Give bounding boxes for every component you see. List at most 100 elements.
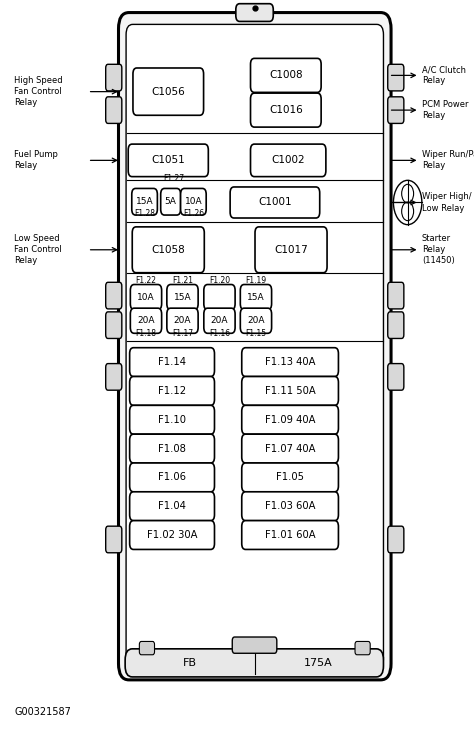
FancyBboxPatch shape (242, 405, 338, 435)
Text: A/C Clutch
Relay: A/C Clutch Relay (422, 65, 466, 86)
Text: C1056: C1056 (151, 86, 185, 97)
Text: Starter
Relay
(11450): Starter Relay (11450) (422, 234, 455, 265)
Text: F1.12: F1.12 (158, 386, 186, 396)
Text: F1.14: F1.14 (158, 357, 186, 367)
FancyBboxPatch shape (128, 144, 209, 177)
FancyBboxPatch shape (242, 377, 338, 405)
FancyBboxPatch shape (388, 312, 404, 338)
Text: 5A: 5A (164, 197, 177, 206)
Text: F1.16: F1.16 (209, 329, 230, 338)
FancyBboxPatch shape (242, 463, 338, 492)
FancyBboxPatch shape (132, 188, 157, 215)
FancyBboxPatch shape (118, 13, 391, 680)
Text: F1.05: F1.05 (276, 472, 304, 483)
FancyBboxPatch shape (240, 285, 272, 310)
FancyBboxPatch shape (133, 68, 203, 115)
Text: C1058: C1058 (151, 245, 185, 255)
FancyBboxPatch shape (106, 526, 122, 553)
FancyBboxPatch shape (388, 282, 404, 309)
Text: F1.11 50A: F1.11 50A (264, 386, 316, 396)
Text: 20A: 20A (137, 316, 155, 325)
FancyBboxPatch shape (230, 187, 319, 218)
FancyBboxPatch shape (106, 282, 122, 309)
FancyBboxPatch shape (232, 637, 277, 653)
Text: F1.18: F1.18 (136, 329, 156, 338)
FancyBboxPatch shape (106, 97, 122, 123)
FancyBboxPatch shape (242, 520, 338, 549)
Text: F1.10: F1.10 (158, 415, 186, 425)
Text: F1.04: F1.04 (158, 501, 186, 511)
Text: 20A: 20A (211, 316, 228, 325)
FancyBboxPatch shape (129, 435, 214, 463)
Text: C1051: C1051 (151, 155, 185, 166)
FancyBboxPatch shape (106, 312, 122, 338)
FancyBboxPatch shape (161, 188, 181, 215)
FancyBboxPatch shape (129, 492, 214, 520)
Text: 20A: 20A (247, 316, 264, 325)
FancyBboxPatch shape (204, 308, 235, 333)
Text: F1.21: F1.21 (172, 276, 193, 285)
FancyBboxPatch shape (129, 377, 214, 405)
Text: C1001: C1001 (258, 197, 292, 208)
FancyBboxPatch shape (388, 97, 404, 123)
FancyBboxPatch shape (250, 93, 321, 127)
FancyBboxPatch shape (126, 24, 383, 668)
Text: C1016: C1016 (269, 105, 303, 115)
Text: 20A: 20A (174, 316, 191, 325)
FancyBboxPatch shape (250, 58, 321, 92)
FancyBboxPatch shape (388, 364, 404, 390)
FancyBboxPatch shape (181, 188, 206, 215)
FancyBboxPatch shape (242, 435, 338, 463)
Text: F1.06: F1.06 (158, 472, 186, 483)
FancyBboxPatch shape (125, 649, 383, 677)
Text: F1.17: F1.17 (172, 329, 193, 338)
Text: F1.22: F1.22 (136, 276, 156, 285)
Text: F1.01 60A: F1.01 60A (265, 530, 315, 540)
Text: 175A: 175A (304, 658, 333, 668)
Text: 10A: 10A (137, 293, 155, 302)
Text: PCM Power
Relay: PCM Power Relay (422, 100, 468, 120)
FancyBboxPatch shape (167, 285, 198, 310)
FancyBboxPatch shape (132, 227, 204, 273)
FancyBboxPatch shape (129, 520, 214, 549)
Text: F1.09 40A: F1.09 40A (265, 415, 315, 425)
Text: F1.26: F1.26 (183, 209, 204, 218)
FancyBboxPatch shape (355, 641, 370, 655)
Text: Wiper Run/Park
Relay: Wiper Run/Park Relay (422, 150, 474, 171)
Text: G00321587: G00321587 (14, 706, 71, 717)
FancyBboxPatch shape (106, 64, 122, 91)
Text: Low Speed
Fan Control
Relay: Low Speed Fan Control Relay (14, 234, 62, 265)
FancyBboxPatch shape (129, 463, 214, 492)
FancyBboxPatch shape (242, 492, 338, 520)
Text: F1.07 40A: F1.07 40A (265, 443, 315, 454)
FancyBboxPatch shape (250, 144, 326, 177)
FancyBboxPatch shape (240, 308, 272, 333)
Text: Fuel Pump
Relay: Fuel Pump Relay (14, 150, 58, 171)
Text: F1.15: F1.15 (246, 329, 266, 338)
Text: 10A: 10A (184, 197, 202, 206)
FancyBboxPatch shape (106, 364, 122, 390)
Text: High Speed
Fan Control
Relay: High Speed Fan Control Relay (14, 76, 63, 107)
FancyBboxPatch shape (388, 64, 404, 91)
FancyBboxPatch shape (129, 347, 214, 377)
Text: F1.13 40A: F1.13 40A (265, 357, 315, 367)
Text: C1008: C1008 (269, 70, 302, 81)
FancyBboxPatch shape (167, 308, 198, 333)
Text: F1.27: F1.27 (164, 174, 184, 183)
Text: F1.19: F1.19 (246, 276, 266, 285)
FancyBboxPatch shape (204, 285, 235, 310)
Text: FB: FB (182, 658, 197, 668)
Text: F1.08: F1.08 (158, 443, 186, 454)
Text: 15A: 15A (136, 197, 154, 206)
Text: C1017: C1017 (274, 245, 308, 255)
Text: 15A: 15A (247, 293, 265, 302)
FancyBboxPatch shape (139, 641, 155, 655)
FancyBboxPatch shape (242, 347, 338, 377)
Text: F1.28: F1.28 (134, 209, 155, 218)
Text: F1.03 60A: F1.03 60A (265, 501, 315, 511)
Text: 15A: 15A (173, 293, 191, 302)
FancyBboxPatch shape (129, 405, 214, 435)
FancyBboxPatch shape (130, 308, 162, 333)
Text: F1.02 30A: F1.02 30A (147, 530, 197, 540)
FancyBboxPatch shape (130, 285, 162, 310)
